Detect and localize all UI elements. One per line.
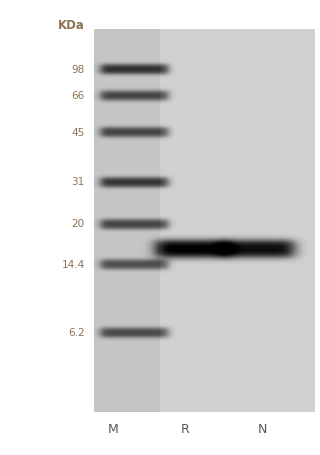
Text: N: N: [258, 424, 267, 436]
Text: 45: 45: [72, 128, 85, 138]
Text: 20: 20: [72, 219, 85, 229]
Text: 14.4: 14.4: [61, 260, 85, 270]
Text: 98: 98: [72, 65, 85, 75]
Text: 31: 31: [72, 177, 85, 187]
Text: M: M: [107, 424, 118, 436]
Text: R: R: [181, 424, 190, 436]
Text: 66: 66: [72, 91, 85, 101]
Text: 6.2: 6.2: [68, 329, 85, 339]
Text: KDa: KDa: [58, 19, 85, 31]
